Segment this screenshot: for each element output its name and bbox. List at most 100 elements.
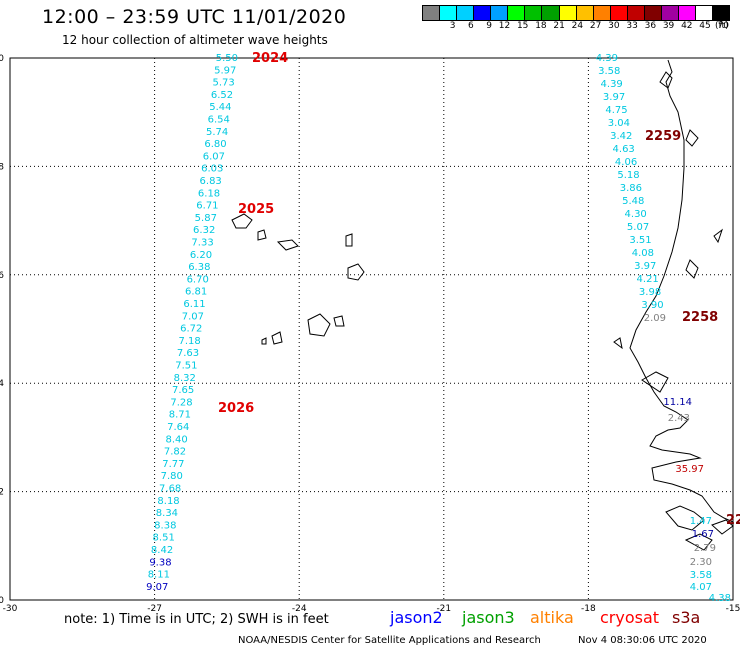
coastline	[613, 337, 623, 350]
wave-height-label: 6.11	[183, 299, 205, 310]
pass-time-label: 2258	[682, 310, 718, 325]
wave-height-label: 11.14	[663, 397, 692, 408]
wave-height-label: 6.52	[211, 90, 233, 101]
wave-height-label: 6.83	[200, 176, 222, 187]
wave-height-label: 7.63	[177, 348, 199, 359]
wave-height-label: 7.51	[175, 361, 197, 372]
longitude-tick-label: -21	[436, 604, 451, 614]
coastline	[711, 519, 734, 535]
longitude-tick-label: -30	[3, 604, 18, 614]
pass-time-label: 2026	[218, 401, 254, 416]
color-swatch	[508, 6, 526, 20]
legend-s3a: s3a	[672, 608, 701, 627]
island-outline	[345, 233, 353, 247]
color-swatch	[542, 6, 560, 20]
wave-height-label: 6.72	[180, 324, 202, 335]
coastline	[685, 129, 699, 147]
coastline	[629, 59, 734, 523]
wave-height-label: 4.07	[690, 582, 712, 593]
wave-height-label: 7.18	[178, 336, 200, 347]
latitude-tick-label: 14	[0, 379, 4, 389]
wave-height-label: 7.33	[191, 238, 213, 249]
color-swatch	[627, 6, 645, 20]
color-scale-tick: 42	[681, 21, 693, 31]
wave-height-label: 6.03	[201, 164, 223, 175]
wave-height-label: 2.09	[644, 313, 666, 324]
color-scale-units: (ft)	[715, 21, 729, 31]
island-outline	[271, 331, 283, 345]
color-scale-tick: 33	[626, 21, 638, 31]
pass-time-label: 22	[726, 513, 740, 528]
coastline	[641, 371, 669, 393]
wave-height-label: 4.30	[625, 209, 647, 220]
footer-note: note: 1) Time is in UTC; 2) SWH is in fe…	[64, 612, 329, 627]
color-scale-tick: 3	[449, 21, 456, 31]
wave-height-label: 6.54	[208, 115, 230, 126]
wave-height-label: 5.97	[214, 65, 236, 76]
longitude-tick-label: -27	[147, 604, 162, 614]
legend-cryosat: cryosat	[600, 608, 660, 627]
wave-height-label: 2.79	[694, 543, 716, 554]
wave-height-label: 3.51	[629, 235, 651, 246]
wave-height-label: 3.04	[608, 118, 630, 129]
wave-height-label: 4.63	[613, 144, 635, 155]
wave-height-label: 4.39	[596, 53, 618, 64]
wave-height-label: 4.08	[632, 248, 654, 259]
wave-height-label: 7.64	[167, 422, 189, 433]
wave-height-label: 9.07	[146, 582, 168, 593]
wave-height-label: 6.71	[196, 201, 218, 212]
color-scale-tick: 70	[717, 21, 729, 31]
wave-height-label: 8.42	[151, 545, 173, 556]
wave-height-label: 1.47	[690, 516, 712, 527]
wave-height-label: 7.65	[172, 385, 194, 396]
color-scale-tick: 9	[486, 21, 492, 31]
color-swatch	[525, 6, 543, 20]
color-swatch	[593, 6, 611, 20]
wave-height-label: 6.38	[188, 262, 210, 273]
wave-height-label: 3.90	[641, 300, 663, 311]
latitude-tick-label: 18	[0, 162, 4, 172]
island-outline	[257, 229, 267, 241]
longitude-tick-label: -15	[726, 604, 740, 614]
coastline	[713, 228, 723, 244]
wave-height-label: 6.07	[203, 151, 225, 162]
legend-altika: altika	[530, 608, 574, 627]
wave-height-label: 3.58	[690, 570, 712, 581]
wave-height-label: 7.07	[182, 311, 204, 322]
wave-height-label: 8.32	[174, 373, 196, 384]
latitude-tick-label: 16	[0, 271, 4, 281]
wave-height-label: 4.06	[615, 157, 637, 168]
wave-height-label: 7.82	[164, 447, 186, 458]
wave-height-label: 6.70	[187, 274, 209, 285]
color-scale-bar	[422, 5, 730, 21]
island-outline	[347, 263, 365, 281]
wave-height-label: 1.67	[692, 529, 714, 540]
color-scale-tick: 21	[553, 21, 565, 31]
wave-height-label: 5.73	[212, 78, 234, 89]
longitude-tick-label: -24	[292, 604, 307, 614]
color-swatch	[610, 6, 628, 20]
wave-height-label: 3.58	[598, 66, 620, 77]
island-outline	[333, 315, 345, 327]
wave-height-label: 35.97	[675, 464, 704, 475]
coastline	[659, 71, 673, 89]
latitude-tick-label: 10	[0, 596, 4, 606]
wave-height-label: 8.51	[153, 533, 175, 544]
wave-height-label: 7.68	[159, 484, 181, 495]
color-swatch	[559, 6, 577, 20]
wave-height-label: 2.43	[668, 413, 690, 424]
wave-height-label: 5.44	[209, 102, 231, 113]
wave-height-label: 3.98	[639, 287, 661, 298]
color-swatch	[713, 6, 730, 20]
color-scale-tick: 6	[467, 21, 474, 31]
color-scale-tick: 45	[699, 21, 711, 31]
wave-height-label: 4.38	[709, 593, 731, 604]
color-scale-tick: 30	[608, 21, 620, 31]
wave-height-label: 3.97	[634, 261, 656, 272]
color-scale-tick: 15	[516, 21, 529, 31]
wave-height-label: 6.81	[185, 287, 207, 298]
color-swatch	[474, 6, 492, 20]
coastline	[685, 259, 699, 279]
coastline	[665, 505, 705, 531]
